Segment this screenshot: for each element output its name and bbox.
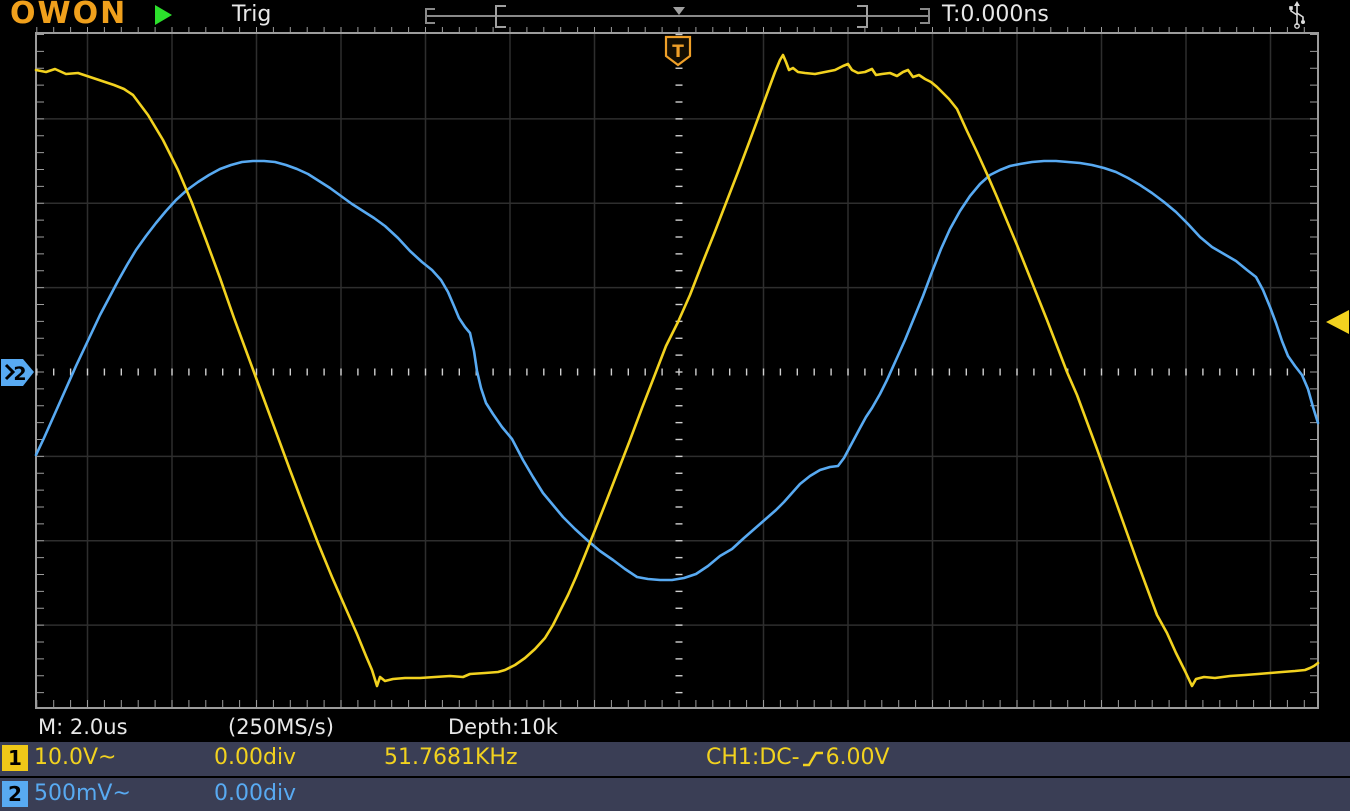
- channel1-offset: 0.00div: [214, 745, 297, 770]
- ch1-trace: [34, 53, 1320, 688]
- sample-rate-readout: (250MS/s): [228, 715, 334, 739]
- memory-depth-readout: Depth:10k: [448, 715, 558, 739]
- channel2-status-row: 2 500mV~ 0.00div: [0, 778, 1350, 811]
- trigger-position-marker: T: [664, 35, 692, 67]
- trigger-position-pointer-icon: [673, 7, 685, 15]
- brand-logo: OWON: [10, 0, 128, 31]
- trigger-level-arrow: [1326, 310, 1349, 334]
- trigger-level: 6.00V: [825, 745, 890, 770]
- acquisition-status-row: M: 2.0us (250MS/s) Depth:10k: [0, 714, 1350, 741]
- ch2-trace: [34, 159, 1320, 582]
- channel1-frequency: 51.7681KHz: [384, 745, 518, 770]
- usb-icon: [1289, 1, 1305, 29]
- channel1-status-row: 1 10.0V~ 0.00div 51.7681KHz CH1:DC- 6.00…: [0, 742, 1350, 776]
- channel2-marker-label: 2: [13, 363, 26, 385]
- trigger-source-coupling: CH1:DC-: [706, 745, 800, 770]
- channel2-offset: 0.00div: [214, 781, 297, 806]
- trigger-status-label: Trig: [232, 2, 272, 27]
- horizontal-position-bar: [425, 3, 930, 29]
- channel1-scale: 10.0V~: [34, 745, 117, 770]
- position-window-right-bracket: [857, 5, 868, 28]
- position-bar-line: [425, 15, 930, 17]
- channel2-position-marker: 2: [1, 359, 34, 386]
- position-bar-left-bracket: [425, 8, 435, 24]
- trigger-settings-readout: CH1:DC- 6.00V: [706, 745, 890, 770]
- trigger-time-readout: T:0.000ns: [942, 2, 1049, 27]
- channel2-badge: 2: [2, 781, 28, 807]
- top-status-bar: OWON Trig T:0.000ns: [0, 0, 1350, 31]
- rising-edge-icon: [802, 751, 823, 766]
- channel1-badge: 1: [2, 745, 28, 771]
- position-bar-right-bracket: [920, 8, 930, 24]
- graticule: [35, 27, 1319, 709]
- timebase-readout: M: 2.0us: [38, 715, 128, 739]
- channel2-scale: 500mV~: [34, 781, 131, 806]
- position-window-left-bracket: [495, 5, 506, 28]
- run-state-icon: [155, 5, 172, 25]
- trigger-marker-label: T: [672, 42, 684, 62]
